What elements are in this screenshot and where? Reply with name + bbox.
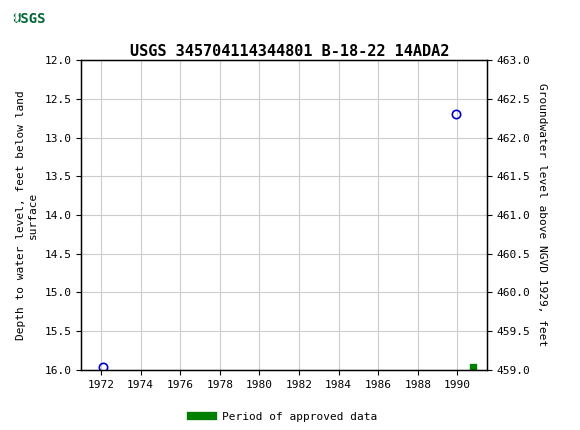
Y-axis label: Groundwater level above NGVD 1929, feet: Groundwater level above NGVD 1929, feet [537, 83, 548, 347]
Text: USGS 345704114344801 B-18-22 14ADA2: USGS 345704114344801 B-18-22 14ADA2 [130, 44, 450, 59]
Y-axis label: Depth to water level, feet below land
surface: Depth to water level, feet below land su… [16, 90, 38, 340]
Legend: Period of approved data: Period of approved data [187, 407, 382, 426]
FancyBboxPatch shape [3, 4, 55, 35]
Text: ▒: ▒ [3, 9, 18, 29]
Text: USGS: USGS [12, 12, 46, 26]
